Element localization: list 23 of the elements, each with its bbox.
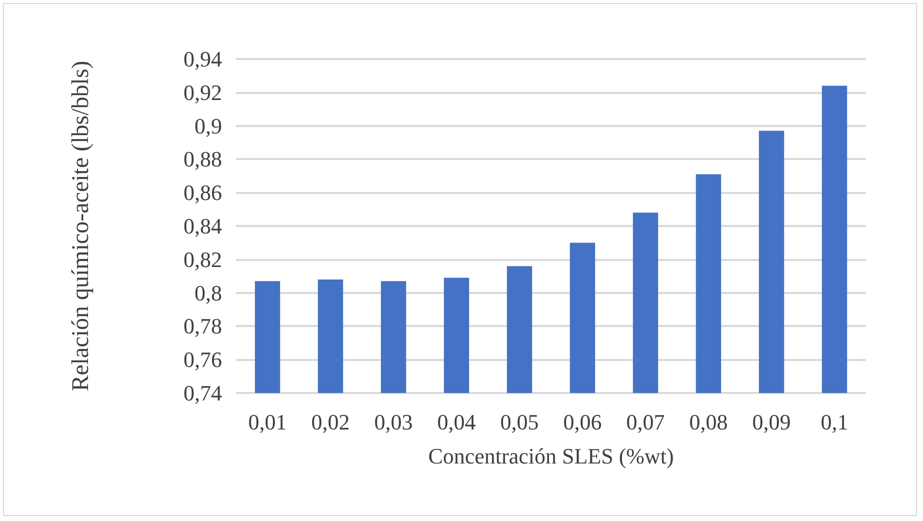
y-tick-label: 0,76 bbox=[184, 347, 222, 372]
y-tick-label: 0,92 bbox=[184, 80, 222, 105]
x-tick-label: 0,04 bbox=[437, 410, 476, 434]
y-tick-label: 0,8 bbox=[194, 280, 222, 306]
y-tick-label: 0,94 bbox=[184, 46, 222, 72]
x-tick-label: 0,06 bbox=[563, 410, 602, 434]
x-tick-label: 0,02 bbox=[311, 410, 350, 434]
y-tick-label: 0,82 bbox=[184, 246, 222, 272]
y-axis-title: Relación químico-aceite (lbs/bbls) bbox=[68, 60, 94, 392]
y-tick-label: 0,84 bbox=[184, 214, 222, 238]
y-tick-label: 0,86 bbox=[184, 180, 222, 206]
x-tick-label: 0,07 bbox=[626, 410, 665, 434]
y-tick-label: 0,78 bbox=[184, 314, 222, 339]
y-tick-label: 0,9 bbox=[194, 113, 222, 138]
x-tick-label: 0,03 bbox=[374, 410, 413, 434]
x-tick-label: 0,05 bbox=[500, 410, 539, 434]
x-axis-title: Concentración SLES (%wt) bbox=[428, 444, 674, 468]
y-tick-label: 0,88 bbox=[184, 146, 222, 172]
y-tick-label: 0,74 bbox=[184, 380, 222, 406]
x-tick-label: 0,08 bbox=[689, 410, 728, 434]
x-tick-label: 0,1 bbox=[820, 410, 848, 434]
x-tick-label: 0,01 bbox=[248, 410, 287, 434]
x-tick-label: 0,09 bbox=[752, 410, 791, 434]
